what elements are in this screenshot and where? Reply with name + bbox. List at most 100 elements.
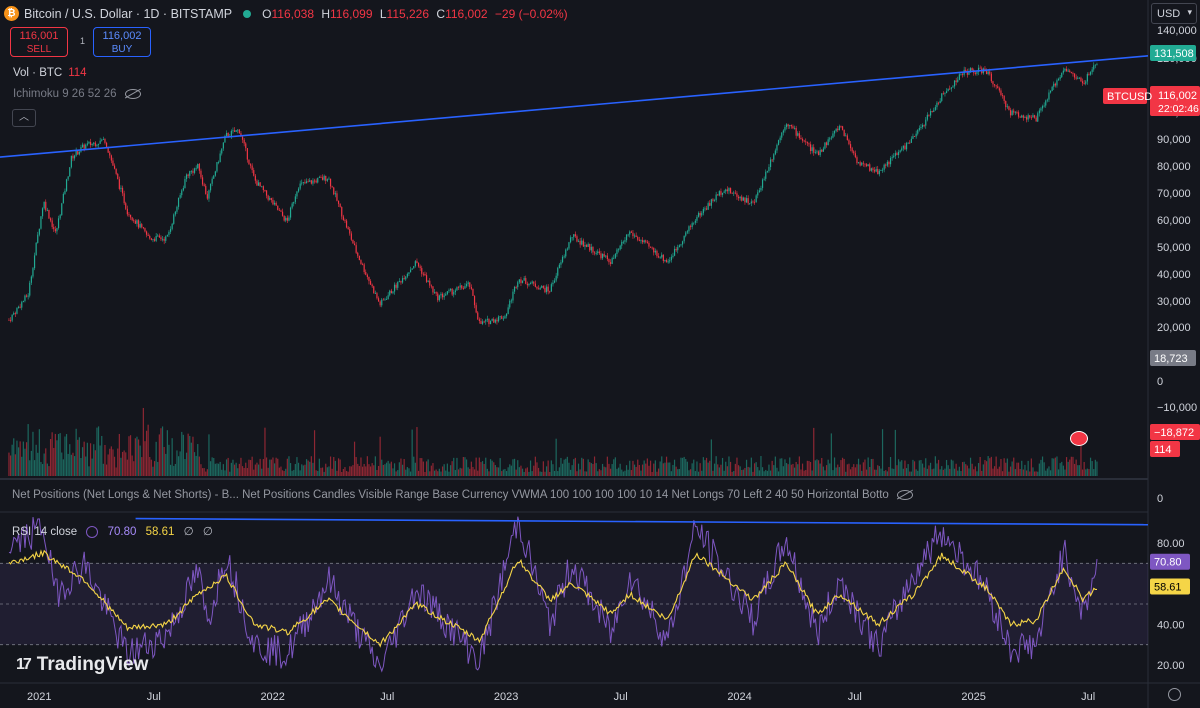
volume-bar <box>1011 461 1013 476</box>
volume-bar <box>539 471 541 476</box>
volume-bar <box>48 466 50 476</box>
candle-body <box>595 252 597 254</box>
candle-body <box>697 212 700 217</box>
candle-body <box>909 142 911 144</box>
candle-body <box>497 316 500 322</box>
volume-bar <box>1043 462 1045 476</box>
volume-bar <box>1093 469 1095 476</box>
candle-body <box>286 217 288 221</box>
candle-body <box>318 177 320 178</box>
candle-body <box>110 155 112 161</box>
volume-bar <box>1069 459 1071 476</box>
collapse-legend-button[interactable]: ︿ <box>12 109 36 127</box>
candle-body <box>635 235 637 237</box>
volume-bar <box>405 469 407 476</box>
candle-body <box>69 167 71 177</box>
candle-body <box>8 319 10 321</box>
candle-body <box>897 151 900 156</box>
candle-body <box>345 220 348 228</box>
buy-button[interactable]: 116,002 BUY <box>93 27 151 57</box>
rsi-settings-icon[interactable] <box>86 525 99 538</box>
volume-bar <box>299 470 301 476</box>
candle-body <box>1073 73 1076 78</box>
candle-body <box>1006 106 1008 108</box>
volume-bar <box>329 456 332 476</box>
candle-body <box>1033 115 1036 118</box>
candle-body <box>237 129 239 131</box>
candle-body <box>1005 100 1007 108</box>
volume-bar <box>165 453 167 476</box>
candle-body <box>48 209 50 219</box>
symbol-title[interactable]: Bitcoin / U.S. Dollar · 1D · BITSTAMP <box>24 6 233 21</box>
volume-bar <box>801 463 804 476</box>
settings-gear-icon[interactable] <box>1168 688 1181 701</box>
volume-bar <box>160 428 162 476</box>
candle-body <box>494 319 496 323</box>
candle-body <box>1061 72 1063 78</box>
symbol-price-tag: BTCUSD <box>1107 91 1152 103</box>
volume-bar <box>1017 462 1020 476</box>
candle-body <box>640 240 642 241</box>
volume-legend[interactable]: Vol · BTC 114 <box>13 67 87 79</box>
rsi-ma-tag: 58.61 <box>1154 581 1182 593</box>
price-change: −29 (−0.02%) <box>494 6 568 21</box>
volume-bar <box>864 459 866 476</box>
sell-button[interactable]: 116,001 SELL <box>10 27 68 57</box>
candle-body <box>49 218 52 221</box>
candle-body <box>81 144 84 148</box>
volume-bar <box>969 457 972 476</box>
candle-body <box>1053 83 1055 87</box>
net-positions-legend[interactable]: Net Positions (Net Longs & Net Shorts) -… <box>12 489 913 501</box>
volume-bar <box>251 456 253 476</box>
volume-bar <box>355 457 357 476</box>
hidden-eye-icon[interactable] <box>124 88 141 99</box>
candle-body <box>453 292 455 295</box>
candle-body <box>408 272 410 274</box>
volume-bar <box>14 454 16 476</box>
volume-bar <box>505 470 508 476</box>
candle-body <box>597 251 599 253</box>
net-positions-tag: −18,872 <box>1154 427 1194 439</box>
hidden-eye-icon[interactable] <box>896 489 913 500</box>
volume-bar <box>843 458 845 476</box>
candle-body <box>25 295 28 297</box>
volume-bar <box>745 459 748 476</box>
candle-body <box>949 88 951 90</box>
candle-body <box>61 203 63 216</box>
volume-bar <box>208 434 210 476</box>
candle-body <box>621 241 623 246</box>
candle-body <box>109 152 111 156</box>
candle-body <box>739 196 741 199</box>
volume-bar <box>625 465 628 476</box>
candle-body <box>35 242 37 256</box>
candle-body <box>689 226 692 228</box>
volume-bar <box>53 447 55 476</box>
volume-bar <box>147 424 149 476</box>
currency-select[interactable]: USD <box>1151 3 1197 24</box>
candle-body <box>902 145 904 149</box>
volume-bar <box>334 460 336 476</box>
volume-bar <box>281 470 284 476</box>
candle-body <box>677 247 679 251</box>
candle-body <box>51 220 53 227</box>
candle-body <box>174 211 176 215</box>
rsi-legend[interactable]: RSI 14 close 70.80 58.61 ∅ ∅ <box>12 525 213 538</box>
candle-body <box>688 226 690 232</box>
candle-body <box>565 249 567 257</box>
volume-bar <box>1086 468 1088 476</box>
volume-bar <box>358 466 360 476</box>
candle-body <box>888 161 890 165</box>
candle-body <box>805 141 807 143</box>
volume-bar <box>249 460 252 476</box>
volume-bar <box>718 467 720 476</box>
candle-body <box>870 168 872 171</box>
volume-bar <box>982 464 984 476</box>
candle-body <box>1054 83 1056 86</box>
ichimoku-legend[interactable]: Ichimoku 9 26 52 26 <box>13 88 141 100</box>
volume-bar <box>185 452 188 476</box>
last-price-tag: 116,002 <box>1158 90 1197 102</box>
volume-bar <box>832 470 834 476</box>
event-flag-icon[interactable] <box>1070 431 1088 446</box>
volume-bar <box>897 459 900 476</box>
